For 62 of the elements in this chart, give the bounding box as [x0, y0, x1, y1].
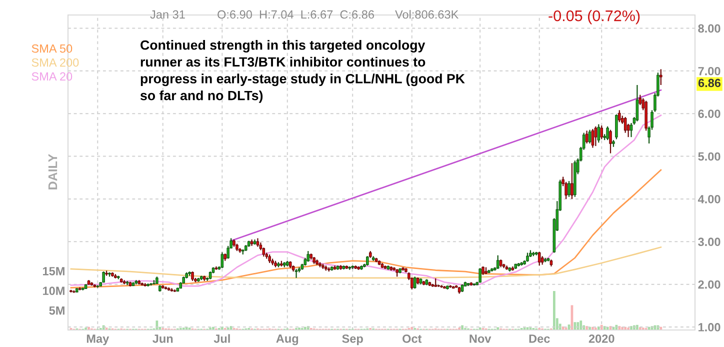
- annotation: O:6.90 H:7.04 L:6.67 C:6.86: [218, 10, 374, 19]
- candlestick: [588, 129, 592, 144]
- annotation: Continued strength in this targeted oncology runner as its FLT3/BTK inhibitor continues to progress in early-stage study in CLL/NHL (good PK so far and no DLTs): [140, 40, 465, 103]
- candlestick: [594, 126, 598, 147]
- y-tick-label: 6.00: [698, 110, 720, 118]
- text: SMA 50: [32, 44, 72, 53]
- x-tick-label: 2020: [588, 334, 614, 343]
- candlestick: [478, 268, 482, 284]
- x-tick-label: Nov: [470, 334, 492, 343]
- x-tick-label: Oct: [402, 334, 422, 343]
- y2-tick-label: 10M: [43, 286, 64, 296]
- candlestick: [366, 256, 369, 266]
- text: DAILY: [48, 154, 58, 190]
- candlestick: [294, 268, 298, 278]
- y-tick-label: 4.00: [698, 194, 720, 204]
- candlestick: [606, 126, 609, 141]
- line-series: [70, 246, 662, 279]
- candlestick: [609, 129, 612, 154]
- x-tick-label: Jul: [214, 334, 230, 343]
- candlestick: [306, 250, 310, 262]
- y-tick-label: 2.00: [698, 280, 720, 289]
- candlestick: [615, 114, 618, 140]
- candlestick: [636, 84, 639, 122]
- candlestick: [496, 254, 500, 270]
- candlestick: [624, 116, 627, 134]
- text: 6.86: [698, 78, 721, 88]
- y2-tick-label: 15M: [43, 267, 64, 276]
- y-tick-label: 7.00: [698, 66, 720, 76]
- bar: [580, 320, 582, 330]
- y-tick-label: 5.00: [698, 152, 720, 161]
- candlestick: [191, 270, 194, 282]
- candlestick: [660, 68, 662, 86]
- annotation: -0.05 (0.72%): [548, 10, 640, 24]
- text: SMA 20: [32, 72, 72, 81]
- y-tick-label: 3.00: [698, 238, 720, 246]
- candlestick: [600, 124, 604, 140]
- candlestick: [220, 252, 224, 269]
- candlestick: [585, 130, 588, 144]
- line-series: [70, 114, 662, 287]
- candlestick: [618, 110, 621, 123]
- bar: [496, 327, 500, 330]
- y2-tick-label: 5M: [49, 306, 64, 315]
- line-series: [70, 169, 662, 288]
- annotation: Vol:806.63K: [395, 10, 459, 19]
- candlestick: [410, 276, 414, 290]
- candlestick: [597, 124, 600, 144]
- x-tick-label: Sep: [342, 334, 363, 346]
- candlestick: [570, 162, 574, 200]
- x-tick-label: Dec: [529, 334, 550, 343]
- y-tick-label: 8.00: [698, 24, 720, 33]
- annotation: Jan 31: [150, 10, 185, 19]
- x-tick-label: Aug: [276, 334, 298, 346]
- x-tick-label: May: [86, 334, 110, 346]
- candlestick: [591, 128, 594, 148]
- y-tick-label: 1.00: [698, 323, 720, 332]
- candlestick: [564, 181, 568, 200]
- candlestick: [538, 251, 541, 266]
- text: SMA 200: [32, 58, 79, 67]
- bar: [553, 291, 556, 330]
- candlestick: [413, 276, 416, 290]
- candlestick: [568, 180, 570, 198]
- x-tick-label: Jun: [152, 334, 173, 343]
